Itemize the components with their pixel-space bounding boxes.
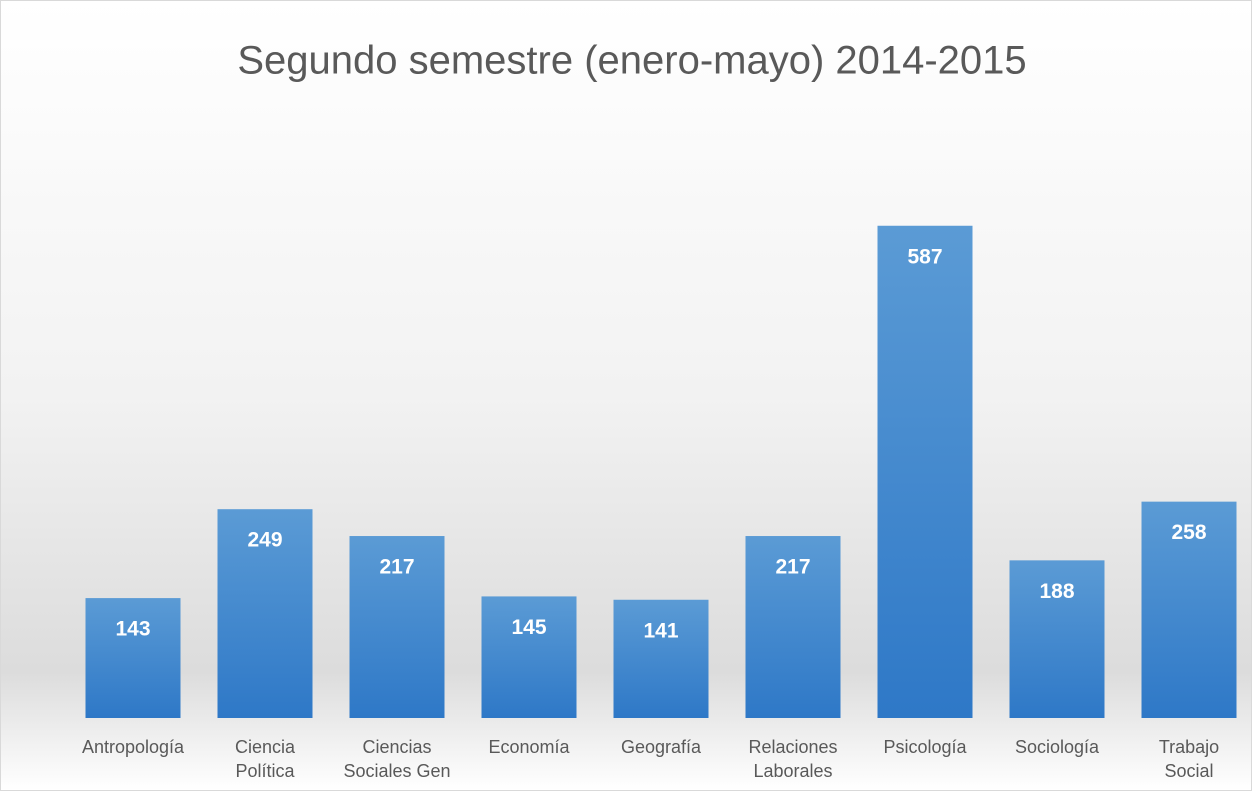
x-tick-label: Relaciones Laborales xyxy=(748,737,838,781)
data-label: 258 xyxy=(1171,521,1206,544)
x-tick-label: Sociología xyxy=(1014,737,1100,757)
data-label: 249 xyxy=(247,529,282,552)
x-tick-label: Ciencia Política xyxy=(234,737,296,781)
data-label: 143 xyxy=(115,618,150,641)
x-tick-label: Economía xyxy=(488,737,570,757)
data-label: 141 xyxy=(643,619,678,642)
bar xyxy=(217,509,313,718)
data-label: 188 xyxy=(1039,580,1074,603)
bar xyxy=(745,536,841,718)
bar xyxy=(1009,560,1105,718)
data-label: 217 xyxy=(379,556,414,579)
bar xyxy=(481,596,577,718)
bar xyxy=(613,599,709,718)
x-tick-label: Antropología xyxy=(81,737,185,757)
bar xyxy=(877,225,973,718)
x-tick-label: Ciencias Sociales Gen xyxy=(343,737,451,781)
bar xyxy=(349,536,445,718)
bar xyxy=(85,598,181,718)
data-label: 587 xyxy=(907,245,942,268)
chart-title: Segundo semestre (enero-mayo) 2014-2015 xyxy=(237,39,1026,83)
x-tick-label: Trabajo Social xyxy=(1158,737,1220,781)
x-tick-label: Psicología xyxy=(883,737,967,757)
bar xyxy=(1141,501,1237,718)
data-label: 145 xyxy=(511,616,546,639)
x-tick-label: Geografía xyxy=(620,737,702,757)
data-label: 217 xyxy=(775,556,810,579)
